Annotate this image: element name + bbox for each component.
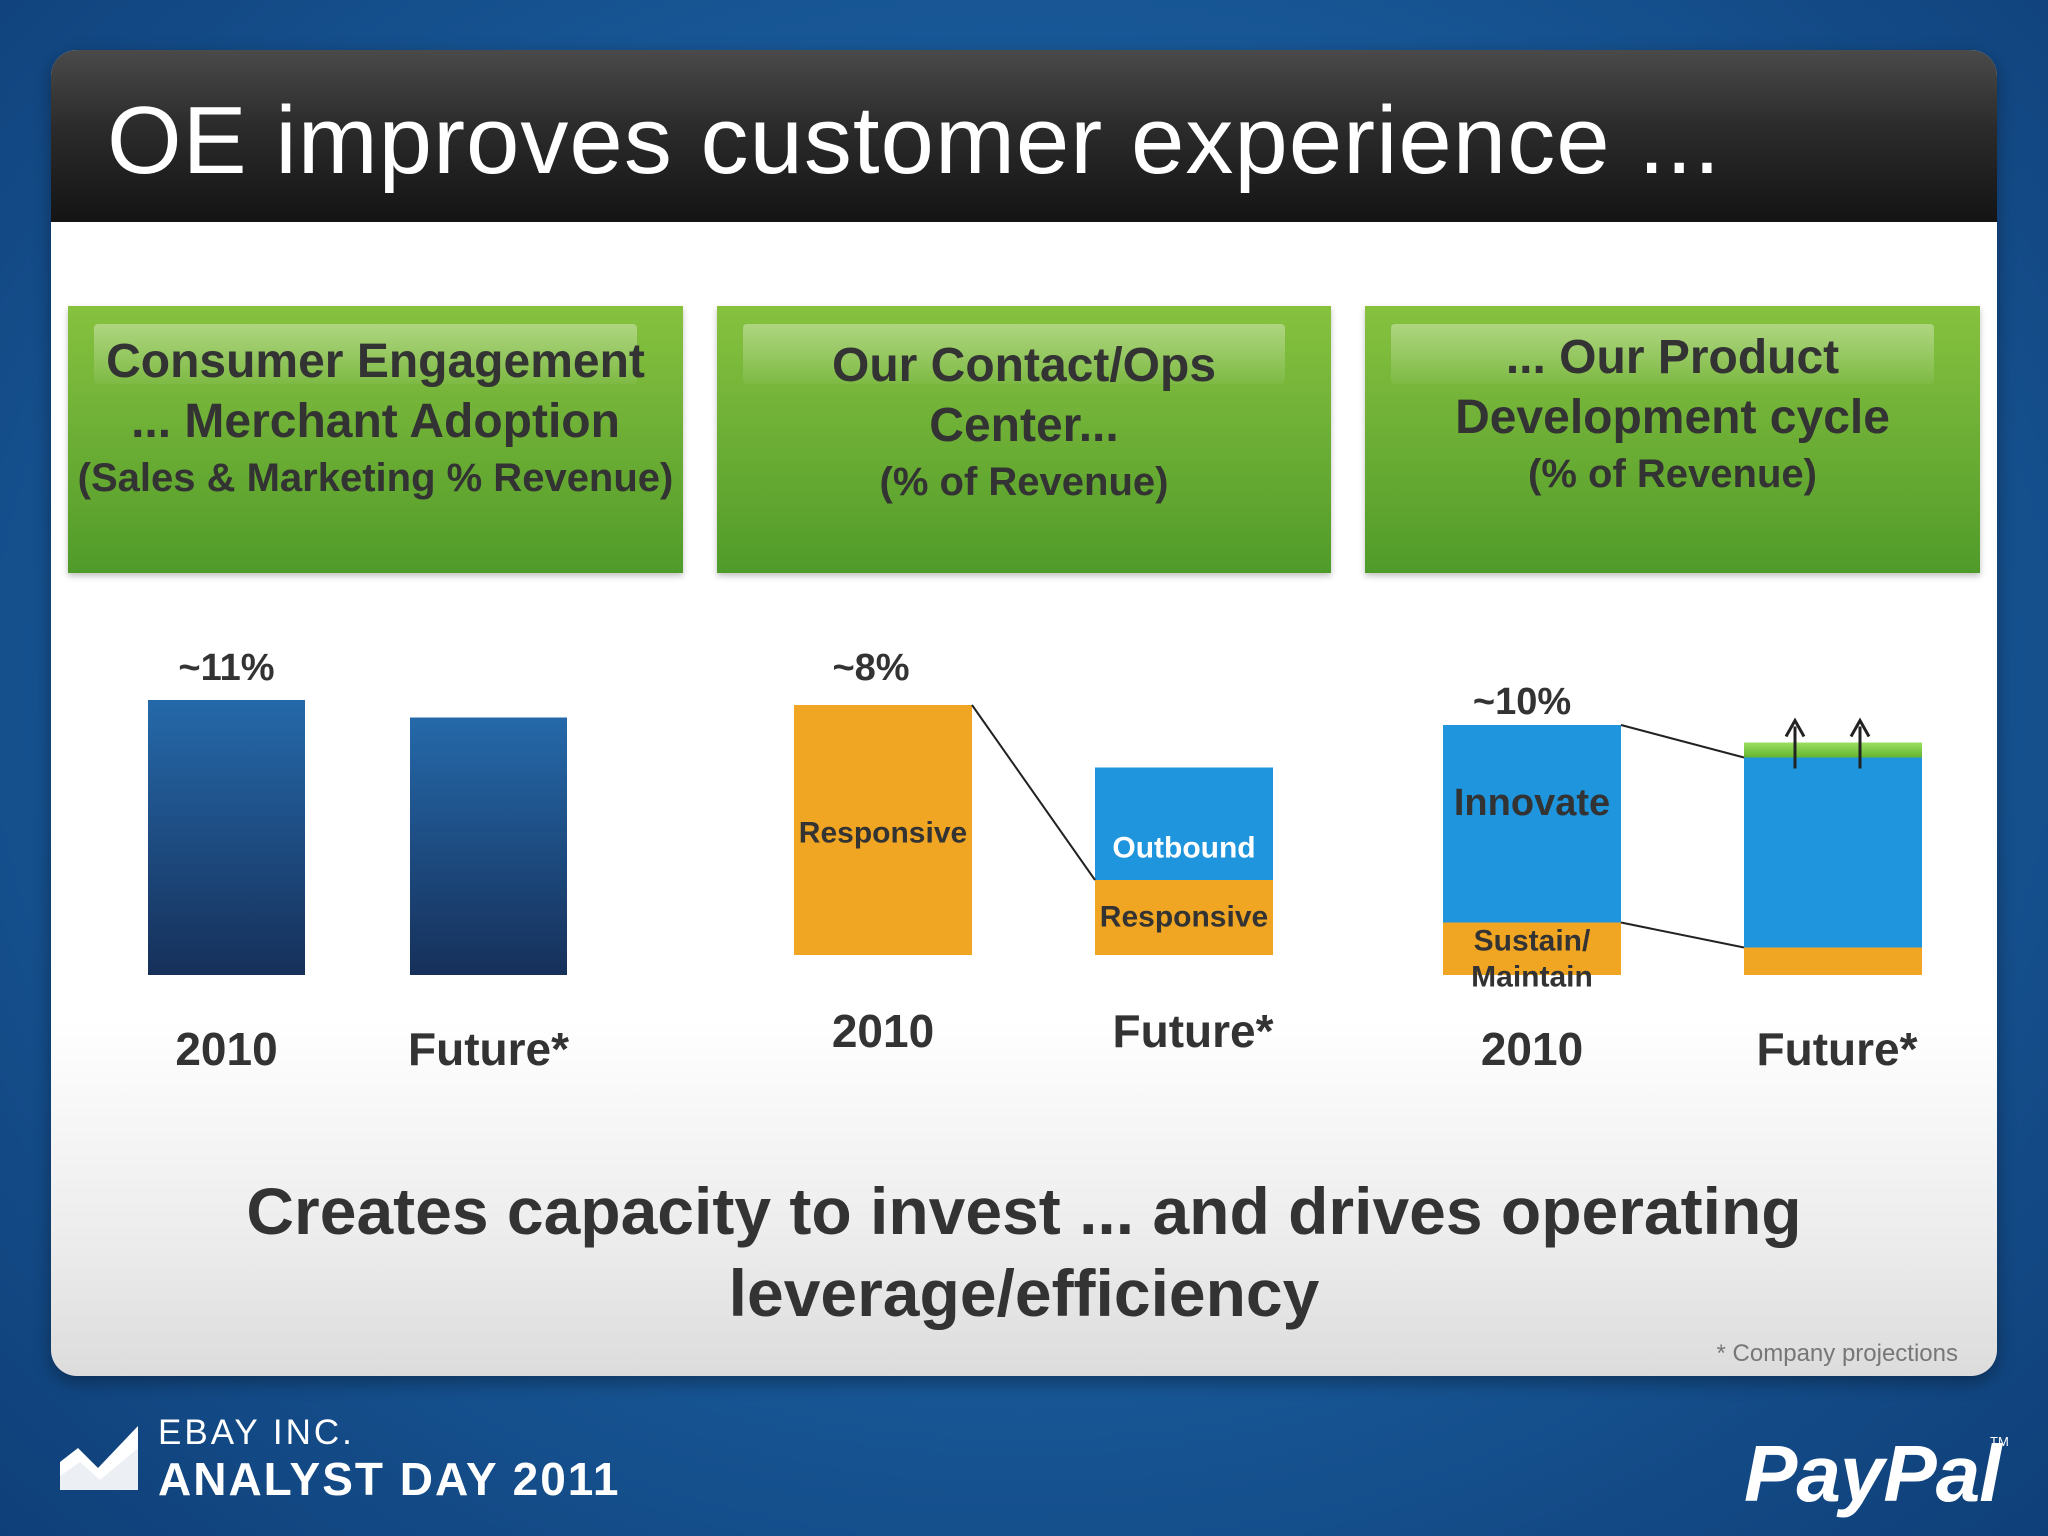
bar-future: [410, 717, 567, 975]
segment-label: Outbound: [1112, 832, 1255, 865]
brand-line-analyst-day: ANALYST DAY 2011: [158, 1453, 621, 1505]
box-heading-line: ... Merchant Adoption: [131, 395, 620, 448]
up-arrow-head-icon: [1784, 717, 1806, 738]
data-label: ~11%: [178, 647, 274, 689]
connector-line: [1620, 921, 1745, 949]
trademark-mark: TM: [1990, 1434, 2009, 1449]
data-label: ~10%: [1473, 681, 1571, 723]
paypal-logo: PayPal: [1744, 1429, 2001, 1518]
box-heading-line: Development cycle: [1455, 391, 1890, 444]
bottom-statement-line: Creates capacity to invest ... and drive…: [246, 1174, 1802, 1248]
header-box-product-development: ... Our Product Development cycle (% of …: [1365, 306, 1980, 573]
segment-label: Responsive: [799, 817, 967, 850]
up-arrow-head-icon: [1849, 717, 1871, 738]
segment-outbound: [1095, 767, 1273, 880]
segment-responsive: [794, 705, 972, 955]
segment-label: Innovate: [1454, 782, 1610, 824]
connector-line: [1620, 724, 1745, 759]
box-heading-line: Consumer Engagement: [106, 335, 645, 388]
segment-label: Responsive: [1100, 901, 1268, 934]
category-label: Future*: [1757, 1023, 1918, 1075]
bottom-statement: Creates capacity to invest ... and drive…: [0, 1170, 2048, 1334]
bar-2010: [148, 700, 305, 975]
footnote: * Company projections: [1716, 1340, 1958, 1367]
gloss-highlight: [743, 324, 1285, 384]
data-label: ~8%: [832, 647, 909, 689]
segment-innovate: [1744, 757, 1922, 948]
box-heading-line: Our Contact/Ops: [831, 339, 1217, 392]
title-bar: OE improves customer experience ...: [51, 50, 1997, 222]
category-label: 2010: [175, 1023, 277, 1075]
box-subheading: (% of Revenue): [879, 460, 1169, 504]
segment-innovate: [1443, 725, 1621, 923]
box-subheading: (% of Revenue): [1528, 452, 1817, 496]
connector-line: [971, 704, 1096, 881]
header-box-consumer-engagement: Consumer Engagement ... Merchant Adoptio…: [68, 306, 683, 573]
category-label: Future*: [1113, 1005, 1274, 1057]
category-label: Future*: [408, 1023, 569, 1075]
segment-label: Sustain/: [1474, 925, 1591, 958]
segment-sustain-maintain: [1744, 947, 1922, 975]
box-heading-line: ... Our Product: [1505, 331, 1840, 384]
brand-line-ebay: EBAY INC.: [158, 1413, 355, 1452]
slide-title: OE improves customer experience ...: [107, 87, 1722, 194]
bottom-statement-line: leverage/efficiency: [728, 1256, 1320, 1330]
slide-panel: OE improves customer experience ...: [51, 50, 1997, 1376]
box-heading-line: Center...: [929, 399, 1119, 452]
segment-growth: [1744, 742, 1922, 758]
gloss-highlight: [1391, 324, 1934, 384]
category-label: 2010: [832, 1005, 934, 1057]
category-label: 2010: [1481, 1023, 1583, 1075]
segment-responsive: [1095, 880, 1273, 955]
ebay-analyst-day-logo-icon: [60, 1426, 138, 1490]
header-box-contact-ops: Our Contact/Ops Center... (% of Revenue): [717, 306, 1331, 573]
box-subheading: (Sales & Marketing % Revenue): [77, 456, 674, 500]
gloss-highlight: [94, 324, 637, 384]
segment-label: Maintain: [1471, 961, 1593, 994]
segment-sustain-maintain: [1443, 922, 1621, 975]
